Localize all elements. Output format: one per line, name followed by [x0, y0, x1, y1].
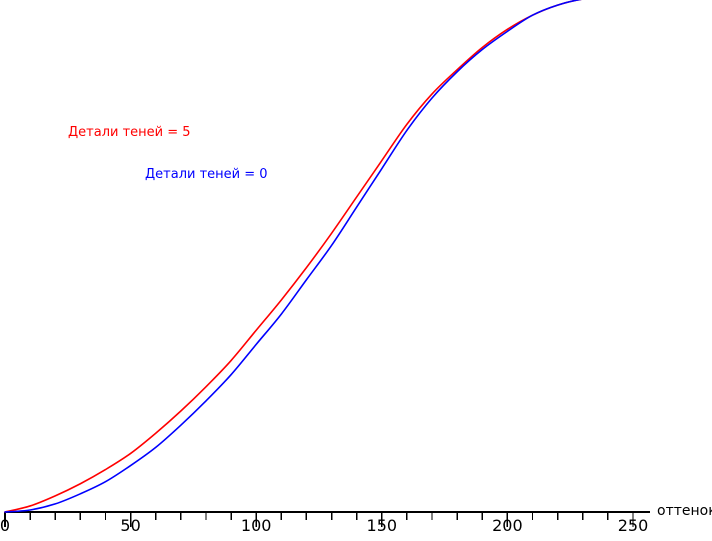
x-axis-tick-label: 0: [0, 516, 11, 535]
legend-item-shadow-detail-5: Детали теней = 5: [68, 125, 191, 140]
legend-item-shadow-detail-0: Детали теней = 0: [145, 167, 268, 182]
series-line-0: [4, 0, 582, 513]
x-axis-tick-label: 150: [366, 516, 398, 535]
x-axis: [4, 511, 650, 527]
series-lines: [4, 0, 582, 513]
x-axis-title: оттенок: [657, 503, 712, 519]
x-axis-ticks: [4, 512, 634, 527]
x-axis-tick-label: 250: [617, 516, 649, 535]
x-axis-tick-label: 100: [240, 516, 272, 535]
x-axis-tick-label: 50: [120, 516, 141, 535]
series-line-1: [4, 0, 582, 513]
x-axis-tick-label: 200: [492, 516, 523, 535]
